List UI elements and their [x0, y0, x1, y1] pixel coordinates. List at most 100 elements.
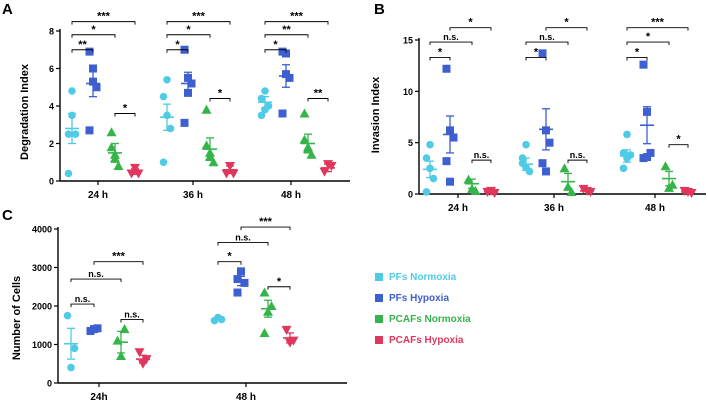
- panel-c-point: [134, 348, 145, 358]
- panel-a-point: [71, 130, 80, 138]
- panel-a-point: [285, 73, 294, 82]
- panel-a-ytick-label: 0: [49, 177, 54, 187]
- panel-a-point: [299, 134, 310, 144]
- panel-a-ylabel: Degradation Index: [19, 63, 31, 160]
- panel-c-significance-label: n.s.: [235, 232, 251, 242]
- panel-a-point: [64, 130, 73, 138]
- panel-b-point: [422, 188, 431, 196]
- panel-b-significance-bracket: [429, 57, 451, 61]
- panel-b-ylabel: Invasion Index: [370, 76, 382, 153]
- panel-b-significance-bracket: [626, 27, 689, 31]
- panel-a-letter: A: [2, 1, 13, 18]
- panel-c-point: [233, 288, 242, 297]
- panel-a-significance-label: *: [186, 24, 191, 36]
- panel-b-significance-bracket: [626, 41, 670, 46]
- panel-a-ytick-label: 6: [49, 64, 54, 74]
- panel-c-significance-bracket: [217, 242, 269, 246]
- panel-a-significance-label: ***: [97, 11, 111, 23]
- panel-a-significance-label: **: [314, 88, 323, 100]
- panel-b-significance-bracket: [471, 159, 492, 164]
- panel-b-point: [442, 64, 451, 73]
- panel-c: C Number of Cells 0 1000 2000 3000 4000 24h 48…: [2, 207, 347, 403]
- panel-a-point: [106, 127, 117, 137]
- panel-c-ytick-label: 2000: [32, 302, 52, 312]
- panel-a-significance-bracket: [71, 49, 94, 53]
- legend-item-pcafs-normoxia: PCAFs Normoxia: [375, 310, 471, 328]
- panel-b-ytick-label: 5: [408, 138, 413, 148]
- panel-a-point: [208, 157, 219, 167]
- panel-b-significance-label: n.s.: [443, 32, 459, 42]
- panel-b-point: [545, 138, 554, 147]
- panel-b-point: [525, 167, 534, 176]
- panel-b-significance-label: *: [534, 46, 539, 58]
- panel-a-significance-bracket: [166, 21, 231, 25]
- panel-a-significance-bracket: [264, 49, 287, 53]
- panel-c-point: [240, 278, 249, 287]
- panel-b-point: [429, 174, 438, 183]
- panel-b-significance-label: *: [646, 31, 651, 43]
- panel-c-significance-label: ***: [259, 216, 273, 228]
- panel-a-significance-bracket: [166, 34, 211, 38]
- panel-b-significance-bracket: [429, 41, 473, 46]
- panel-b-point: [426, 140, 434, 149]
- panel-c-significance-label: n.s.: [75, 294, 91, 304]
- panel-a-significance-bracket: [166, 49, 189, 53]
- panel-a-point: [180, 118, 189, 127]
- panel-a-point: [163, 75, 171, 84]
- panel-c-ytick-label: 0: [47, 379, 52, 389]
- panel-b-significance-label: *: [564, 17, 569, 29]
- panel-b-category-label: 24 h: [448, 203, 468, 214]
- panel-a-significance-bracket: [307, 98, 329, 102]
- panel-c-point: [67, 363, 75, 372]
- panel-b-significance-bracket: [668, 144, 689, 148]
- panel-a-point: [261, 87, 269, 95]
- panel-a-point: [278, 109, 287, 118]
- panel-b-significance-bracket: [525, 41, 569, 46]
- panel-b-significance-label: ***: [651, 17, 665, 29]
- panel-a-point: [85, 47, 94, 56]
- panel-a-significance-bracket: [71, 21, 136, 25]
- panel-b-significance-label: n.s.: [570, 150, 586, 160]
- legend-swatch: [375, 294, 383, 302]
- panel-a-significance-bracket: [209, 98, 231, 102]
- panel-a-ytick-label: 2: [49, 139, 54, 149]
- panel-c-point: [63, 311, 72, 320]
- panel-a-significance-label: ***: [290, 11, 304, 23]
- panel-b-significance-bracket: [626, 57, 648, 61]
- panel-a-significance-label: *: [175, 39, 180, 51]
- panel-a-point: [106, 142, 117, 152]
- panel-a-significance-label: *: [91, 24, 96, 36]
- panel-a-point: [113, 161, 124, 170]
- panel-a-significance-label: **: [78, 39, 87, 51]
- panel-b-significance-bracket: [525, 57, 547, 61]
- panel-a-point: [89, 64, 97, 73]
- panel-a-point: [64, 169, 73, 178]
- panel-b-point: [542, 167, 550, 176]
- panel-b-point: [559, 163, 570, 173]
- panel-b-significance-bracket: [449, 27, 492, 31]
- panel-b-point: [449, 133, 458, 142]
- panel-a-point: [299, 108, 310, 118]
- panel-a-point: [159, 158, 168, 167]
- panel-b-point: [646, 148, 655, 157]
- panel-c-point: [259, 287, 270, 297]
- panel-c-point: [237, 267, 245, 276]
- panel-b-point: [643, 153, 651, 162]
- panel-a-significance-label: *: [123, 103, 128, 115]
- panel-a-point: [92, 83, 101, 92]
- legend-item-pcafs-hypoxia: PCAFs Hypoxia: [375, 331, 471, 349]
- legend-label: PCAFs Normoxia: [389, 313, 471, 325]
- panel-c-significance-label: ***: [112, 251, 126, 263]
- panel-c-significance-label: n.s.: [124, 309, 140, 319]
- panel-c-category-label: 48 h: [236, 392, 256, 403]
- panel-b-significance-label: *: [635, 46, 640, 58]
- panel-b-significance-label: n.s.: [474, 150, 490, 160]
- panel-c-significance-bracket: [93, 261, 144, 265]
- panel-b-significance-bracket: [545, 27, 588, 31]
- legend-label: PCAFs Hypoxia: [389, 334, 464, 346]
- panel-a-significance-bracket: [71, 34, 116, 38]
- panel-a-point: [68, 87, 76, 95]
- panel-a-category-label: 24 h: [88, 190, 108, 201]
